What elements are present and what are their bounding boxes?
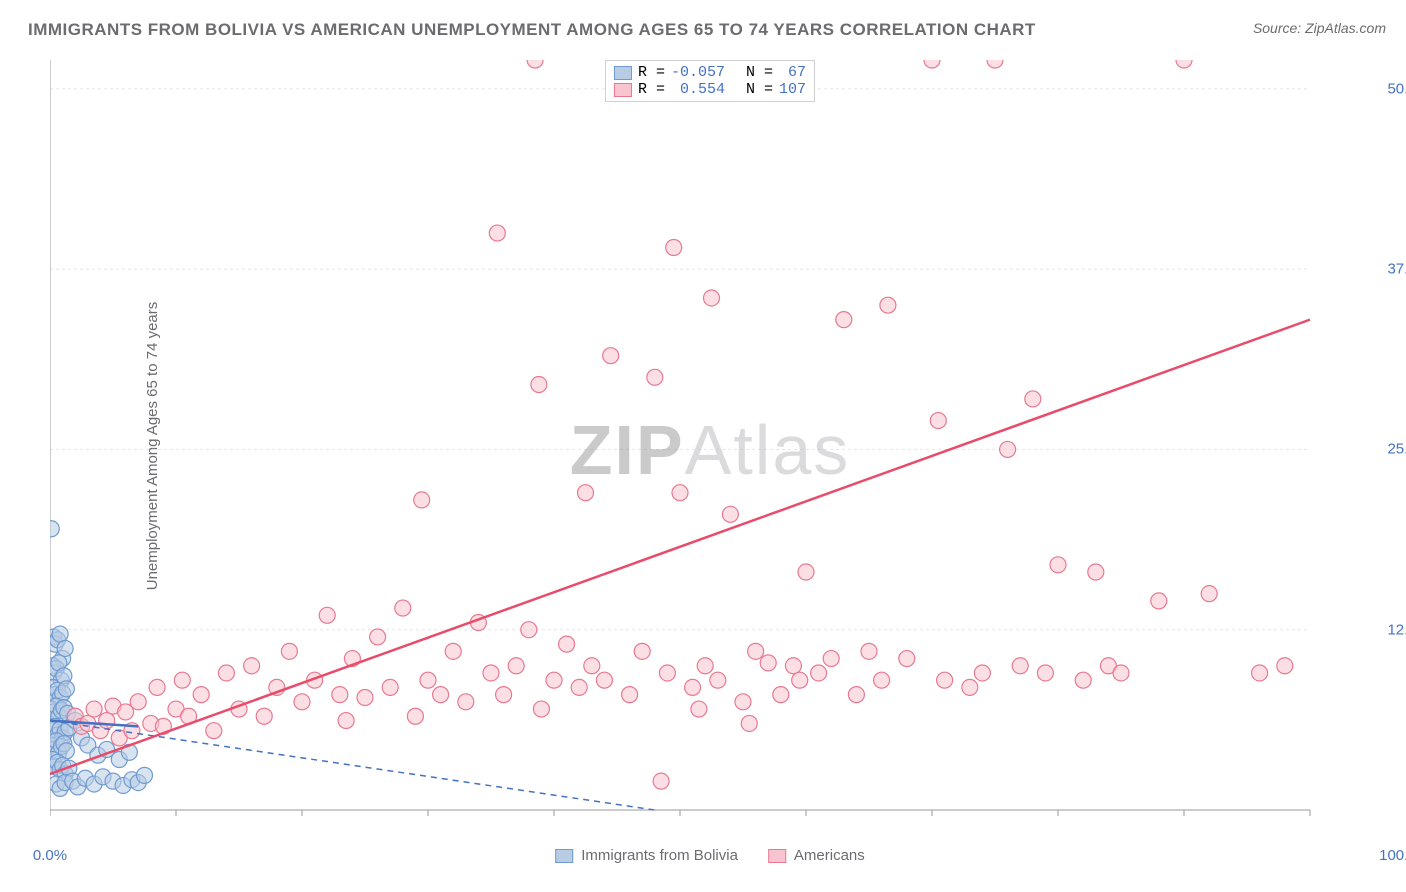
x-tick-label: 100.0% <box>1379 847 1406 864</box>
y-tick-label: 50.0% <box>1387 80 1406 97</box>
r-value-bolivia: -0.057 <box>671 64 725 81</box>
swatch-bolivia-icon <box>555 849 573 863</box>
chart-area: ZIPAtlas R = -0.057 N = 67 R = 0.554 N =… <box>50 60 1370 840</box>
legend-label-americans: Americans <box>794 847 865 864</box>
source-attribution: Source: ZipAtlas.com <box>1253 20 1386 36</box>
n-label: N = <box>746 64 773 81</box>
n-label: N = <box>746 81 773 98</box>
swatch-bolivia <box>614 66 632 80</box>
series-legend: Immigrants from Bolivia Americans <box>555 847 865 864</box>
swatch-americans-icon <box>768 849 786 863</box>
y-tick-label: 25.0% <box>1387 441 1406 458</box>
r-label: R = <box>638 64 665 81</box>
legend-label-bolivia: Immigrants from Bolivia <box>581 847 738 864</box>
chart-title: IMMIGRANTS FROM BOLIVIA VS AMERICAN UNEM… <box>28 20 1036 40</box>
r-label: R = <box>638 81 665 98</box>
swatch-americans <box>614 83 632 97</box>
legend-row-bolivia: R = -0.057 N = 67 <box>614 64 806 81</box>
y-tick-label: 37.5% <box>1387 261 1406 278</box>
correlation-legend: R = -0.057 N = 67 R = 0.554 N = 107 <box>605 60 815 102</box>
r-value-americans: 0.554 <box>671 81 725 98</box>
scatter-plot <box>50 60 1370 840</box>
n-value-bolivia: 67 <box>779 64 806 81</box>
n-value-americans: 107 <box>779 81 806 98</box>
legend-row-americans: R = 0.554 N = 107 <box>614 81 806 98</box>
x-tick-label: 0.0% <box>33 847 67 864</box>
legend-item-bolivia: Immigrants from Bolivia <box>555 847 738 864</box>
legend-item-americans: Americans <box>768 847 865 864</box>
y-tick-label: 12.5% <box>1387 621 1406 638</box>
